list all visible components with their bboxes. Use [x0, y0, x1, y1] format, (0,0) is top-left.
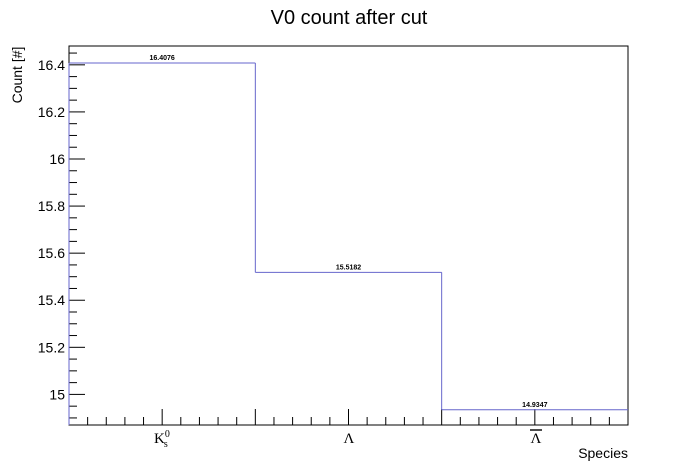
y-tick-label: 16.2 [38, 104, 65, 120]
y-tick-label: 15.8 [38, 198, 65, 214]
y-tick-label: 16 [49, 151, 65, 167]
data-label-2: 15.5182 [336, 264, 361, 271]
data-labels: 16.4076 15.5182 14.9347 [150, 55, 548, 409]
category-label-ks0-sup: 0 [165, 429, 170, 440]
y-axis-label: Count [#] [9, 47, 25, 104]
category-label-antilambda: Λ [531, 431, 542, 447]
category-label-ks0-base: K [154, 431, 165, 447]
plot-frame [68, 45, 629, 426]
y-axis: 15 15.2 15.4 15.6 15.8 16 16.2 16.4 [38, 52, 85, 419]
chart-title: V0 count after cut [271, 7, 428, 29]
data-series [68, 62, 628, 425]
x-axis [68, 409, 629, 425]
y-tick-label: 15 [49, 386, 65, 402]
category-label-ks0: K0 s [154, 429, 170, 450]
y-tick-label: 15.2 [38, 339, 65, 355]
y-tick-label: 15.6 [38, 245, 65, 261]
x-axis-label: Species [578, 445, 628, 461]
data-label-3: 14.9347 [522, 402, 547, 409]
category-labels: K0 s Λ Λ [154, 429, 542, 450]
data-label-1: 16.4076 [150, 55, 175, 62]
category-label-ks0-sub: s [164, 439, 168, 450]
y-tick-label: 16.4 [38, 57, 65, 73]
y-tick-label: 15.4 [38, 292, 65, 308]
category-label-lambda: Λ [344, 431, 355, 447]
